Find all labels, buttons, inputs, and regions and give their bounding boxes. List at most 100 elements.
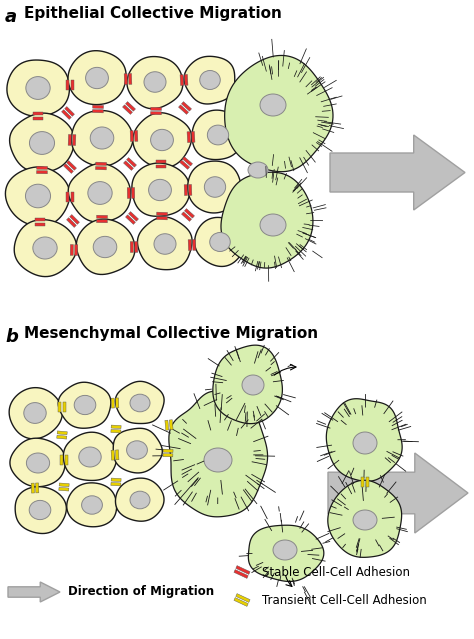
Ellipse shape: [154, 234, 176, 254]
Ellipse shape: [24, 403, 46, 424]
Polygon shape: [191, 132, 195, 142]
Polygon shape: [248, 525, 324, 581]
Polygon shape: [163, 449, 173, 452]
Polygon shape: [72, 111, 133, 166]
Polygon shape: [70, 245, 73, 256]
Polygon shape: [62, 110, 71, 119]
Polygon shape: [59, 483, 69, 487]
Polygon shape: [221, 173, 313, 268]
Ellipse shape: [26, 77, 50, 100]
Polygon shape: [9, 113, 74, 173]
Text: Epithelial Collective Migration: Epithelial Collective Migration: [24, 6, 282, 21]
Polygon shape: [66, 192, 69, 203]
Polygon shape: [63, 402, 66, 412]
Polygon shape: [137, 217, 192, 270]
Polygon shape: [67, 483, 117, 527]
Ellipse shape: [88, 181, 112, 204]
Polygon shape: [8, 582, 60, 602]
Polygon shape: [73, 135, 76, 146]
Ellipse shape: [93, 236, 117, 258]
Ellipse shape: [260, 94, 286, 116]
Polygon shape: [116, 478, 164, 521]
Polygon shape: [116, 398, 119, 408]
Ellipse shape: [27, 453, 50, 473]
Ellipse shape: [90, 127, 114, 149]
Polygon shape: [132, 187, 135, 198]
Ellipse shape: [353, 510, 377, 530]
Polygon shape: [195, 217, 246, 266]
Polygon shape: [60, 455, 64, 465]
Polygon shape: [151, 112, 161, 115]
Ellipse shape: [242, 375, 264, 395]
Polygon shape: [68, 50, 126, 105]
Polygon shape: [330, 135, 465, 210]
Polygon shape: [5, 167, 70, 226]
Polygon shape: [361, 477, 365, 487]
Polygon shape: [126, 215, 136, 224]
Polygon shape: [328, 481, 401, 557]
Ellipse shape: [200, 70, 220, 89]
Ellipse shape: [130, 394, 150, 412]
Polygon shape: [126, 102, 136, 111]
Polygon shape: [64, 164, 73, 173]
Polygon shape: [135, 130, 138, 141]
Polygon shape: [31, 483, 35, 493]
Polygon shape: [124, 73, 128, 84]
Polygon shape: [151, 107, 162, 111]
Polygon shape: [97, 220, 108, 223]
Polygon shape: [127, 57, 183, 109]
Polygon shape: [122, 105, 132, 114]
Polygon shape: [10, 438, 65, 487]
Polygon shape: [184, 185, 188, 196]
Polygon shape: [33, 112, 44, 115]
Polygon shape: [213, 345, 283, 424]
Polygon shape: [71, 80, 73, 90]
Ellipse shape: [74, 396, 96, 415]
Polygon shape: [67, 160, 76, 170]
Polygon shape: [111, 425, 121, 429]
Polygon shape: [182, 212, 191, 221]
Polygon shape: [33, 117, 44, 119]
Polygon shape: [64, 107, 74, 116]
Polygon shape: [187, 132, 191, 142]
Polygon shape: [192, 110, 245, 160]
Polygon shape: [7, 60, 69, 116]
Polygon shape: [236, 566, 250, 574]
Ellipse shape: [29, 500, 51, 520]
Ellipse shape: [204, 448, 232, 472]
Ellipse shape: [248, 162, 268, 178]
Ellipse shape: [210, 233, 230, 252]
Polygon shape: [68, 164, 131, 222]
Ellipse shape: [26, 184, 51, 208]
Polygon shape: [96, 162, 107, 166]
Polygon shape: [184, 56, 235, 104]
Polygon shape: [366, 477, 369, 487]
Ellipse shape: [149, 180, 172, 201]
Polygon shape: [234, 597, 248, 606]
Polygon shape: [95, 167, 106, 170]
Polygon shape: [169, 391, 267, 517]
Polygon shape: [36, 171, 47, 174]
Polygon shape: [128, 73, 132, 84]
Polygon shape: [328, 453, 468, 533]
Polygon shape: [188, 240, 191, 250]
Polygon shape: [111, 482, 121, 486]
Polygon shape: [234, 569, 248, 578]
Polygon shape: [111, 450, 115, 460]
Polygon shape: [156, 212, 167, 215]
Polygon shape: [127, 188, 130, 199]
Text: Transient Cell-Cell Adhesion: Transient Cell-Cell Adhesion: [262, 594, 427, 606]
Polygon shape: [180, 160, 190, 169]
Ellipse shape: [151, 129, 173, 151]
Polygon shape: [74, 245, 78, 256]
Ellipse shape: [353, 432, 377, 454]
Polygon shape: [15, 487, 66, 534]
Polygon shape: [135, 242, 138, 252]
Ellipse shape: [260, 214, 286, 236]
Polygon shape: [180, 75, 183, 86]
Polygon shape: [133, 112, 191, 167]
Polygon shape: [57, 435, 67, 439]
Text: Direction of Migration: Direction of Migration: [68, 585, 214, 599]
Polygon shape: [58, 402, 61, 412]
Polygon shape: [179, 105, 189, 114]
